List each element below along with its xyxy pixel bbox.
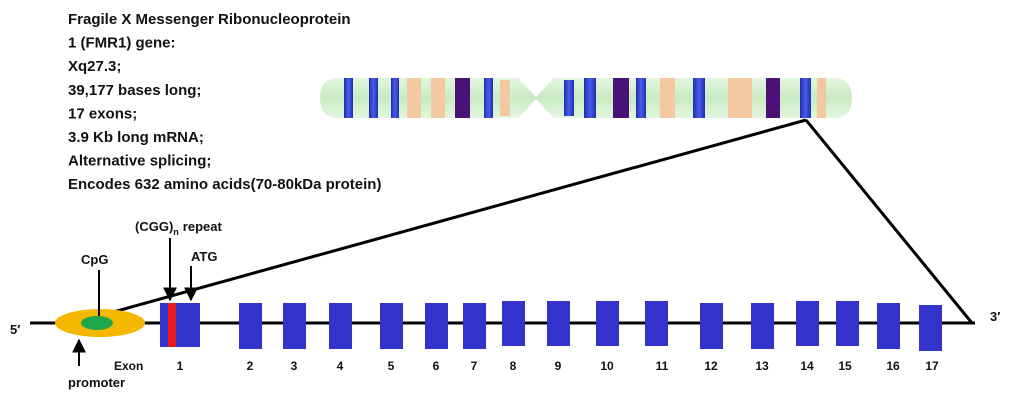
info-text: Fragile X Messenger Ribonucleoprotein 1 (… <box>68 11 381 193</box>
cgg-repeat <box>168 303 176 347</box>
exon <box>160 303 200 347</box>
three-prime: 3′ <box>990 309 1000 324</box>
exon-number: 13 <box>755 359 769 373</box>
exon-number: 4 <box>337 359 344 373</box>
exon <box>796 301 819 346</box>
info-line: Xq27.3; <box>68 58 121 75</box>
exon-label: Exon <box>114 359 143 373</box>
cgg-label: (CGG)n repeat <box>135 219 222 237</box>
info-line: 3.9 Kb long mRNA; <box>68 129 204 146</box>
info-line: Alternative splicing; <box>68 153 211 170</box>
info-line: 39,177 bases long; <box>68 82 201 99</box>
exon <box>239 303 262 349</box>
exon-number: 11 <box>656 359 669 373</box>
exon <box>380 303 403 349</box>
exon-number: 14 <box>800 359 814 373</box>
exon-number: 7 <box>471 359 478 373</box>
exon-number: 9 <box>555 359 562 373</box>
exon <box>919 305 942 351</box>
exon-number: 3 <box>291 359 298 373</box>
chromosome <box>320 78 852 118</box>
exon <box>283 303 306 349</box>
exon-number: 8 <box>510 359 517 373</box>
info-line: Encodes 632 amino acids(70-80kDa protein… <box>68 176 381 193</box>
info-line: 1 (FMR1) gene: <box>68 35 176 52</box>
info-line: Fragile X Messenger Ribonucleoprotein <box>68 11 351 28</box>
atg-label: ATG <box>191 249 217 264</box>
exon <box>547 301 570 346</box>
exon <box>645 301 668 346</box>
exon <box>877 303 900 349</box>
exons <box>160 301 942 351</box>
exon-number: 15 <box>838 359 852 373</box>
zoom-line <box>105 118 807 316</box>
exon <box>425 303 448 349</box>
exon <box>502 301 525 346</box>
exon-number: 5 <box>388 359 395 373</box>
exon-number: 1 <box>177 359 184 373</box>
five-prime: 5′ <box>10 322 20 337</box>
exon <box>463 303 486 349</box>
exon <box>751 303 774 349</box>
cpg-label: CpG <box>81 252 108 267</box>
exon <box>596 301 619 346</box>
exon-number: 2 <box>247 359 254 373</box>
promoter-label: promoter <box>68 375 125 390</box>
exon <box>836 301 859 346</box>
zoom-line <box>804 119 974 324</box>
cpg-island <box>81 316 113 330</box>
exon-number: 12 <box>704 359 718 373</box>
exon-number: 17 <box>925 359 939 373</box>
info-line: 17 exons; <box>68 105 137 122</box>
exon-number: 16 <box>886 359 900 373</box>
exon-number: 6 <box>433 359 440 373</box>
exon-number: 10 <box>600 359 614 373</box>
exon <box>329 303 352 349</box>
exon <box>700 303 723 349</box>
